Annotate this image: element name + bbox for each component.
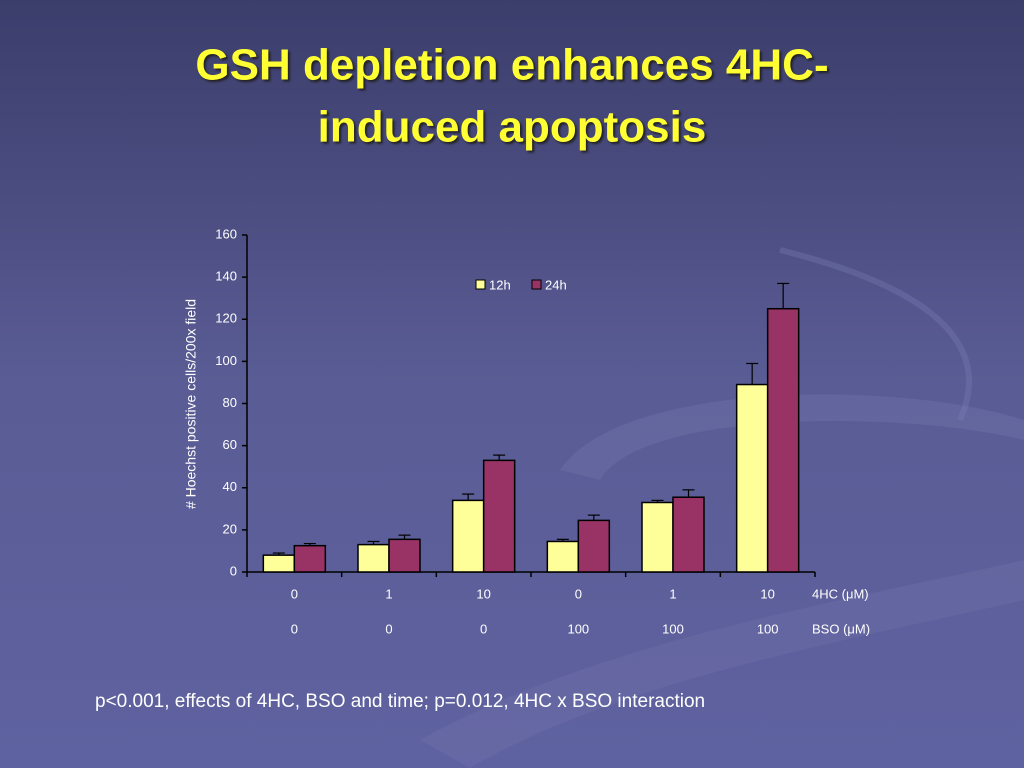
legend-label: 12h: [489, 277, 511, 292]
decor-swoosh: [560, 394, 1024, 480]
footnote: p<0.001, effects of 4HC, BSO and time; p…: [95, 691, 705, 712]
bar: [388, 538, 421, 573]
y-tick-label: 140: [215, 269, 237, 284]
y-tick-label: 20: [223, 521, 237, 536]
bar: [262, 554, 296, 573]
y-tick-label: 0: [230, 563, 237, 578]
x-tick-label: 0: [385, 621, 392, 636]
y-tick-label: 120: [215, 311, 237, 326]
bar: [641, 501, 674, 573]
x-tick-label: 1: [669, 586, 676, 601]
legend-swatch: [475, 279, 486, 290]
decor-swoosh: [420, 560, 1024, 768]
x-tick-label: 100: [567, 621, 589, 636]
y-axis-label: # Hoechst positive cells/200x field: [183, 299, 199, 509]
bar: [672, 496, 705, 573]
x-tick-label: 100: [662, 621, 684, 636]
x-tick-label: 10: [760, 586, 774, 601]
bar: [357, 543, 390, 573]
x-tick-label: 100: [757, 621, 779, 636]
x-tick-label: 0: [291, 586, 298, 601]
y-tick-label: 100: [215, 353, 237, 368]
title-line: induced apoptosis: [318, 103, 707, 152]
x-tick-label: 0: [291, 621, 298, 636]
legend-label: 24h: [545, 277, 567, 292]
bar: [293, 544, 327, 573]
bar: [577, 519, 611, 573]
y-tick-label: 40: [223, 479, 237, 494]
bar: [451, 499, 485, 573]
bar: [482, 459, 516, 573]
bar: [766, 307, 800, 573]
bar: [735, 383, 769, 573]
y-tick-label: 60: [223, 437, 237, 452]
bar: [546, 540, 580, 573]
title-line: GSH depletion enhances 4HC-: [195, 41, 828, 90]
x-tick-label: 0: [575, 586, 582, 601]
y-tick-label: 80: [223, 395, 237, 410]
x-tick-label: 0: [480, 621, 487, 636]
x-row-name: BSO (μM): [812, 621, 870, 636]
y-tick-label: 160: [215, 226, 237, 241]
decor-swoosh: [779, 247, 972, 422]
x-tick-label: 1: [385, 586, 392, 601]
legend-swatch: [531, 279, 542, 290]
x-row-name: 4HC (μM): [812, 586, 869, 601]
x-tick-label: 10: [476, 586, 490, 601]
